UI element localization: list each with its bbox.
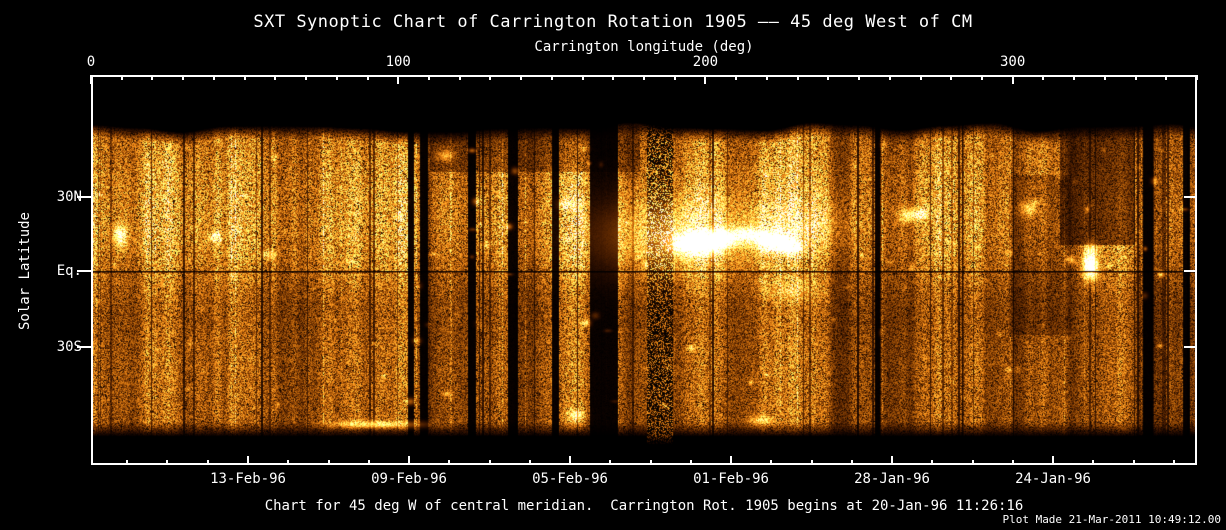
x-top-tick — [1196, 75, 1198, 80]
x-bottom-tick — [1092, 460, 1095, 465]
x-top-tick — [704, 75, 707, 84]
x-top-tick — [1134, 75, 1137, 80]
x-top-tick — [520, 75, 523, 80]
y-tick-label-eq: Eq. — [56, 263, 82, 279]
x-top-tick — [827, 75, 830, 80]
x-top-tick-label: 100 — [385, 54, 411, 70]
x-top-tick — [458, 75, 461, 80]
x-bottom-tick — [649, 460, 652, 465]
x-top-tick — [950, 75, 953, 80]
y-right-tick — [1184, 346, 1197, 348]
x-bottom-tick — [126, 460, 129, 465]
x-date-label: 24-Jan-96 — [1015, 471, 1091, 487]
x-bottom-major-tick — [247, 456, 249, 465]
x-bottom-tick — [166, 460, 169, 465]
x-bottom-tick — [367, 460, 370, 465]
x-bottom-tick — [971, 460, 974, 465]
x-top-tick — [1103, 75, 1106, 80]
x-bottom-tick — [287, 460, 290, 465]
x-bottom-tick — [689, 460, 692, 465]
x-top-tick — [550, 75, 553, 80]
x-top-tick — [489, 75, 492, 80]
x-top-tick — [980, 75, 983, 80]
x-bottom-tick — [448, 460, 451, 465]
x-axis-title: Carrington longitude (deg) — [534, 39, 754, 55]
x-top-tick — [858, 75, 861, 80]
x-top-tick — [335, 75, 338, 80]
x-bottom-tick — [528, 460, 531, 465]
x-bottom-major-tick — [891, 456, 893, 465]
x-date-label: 01-Feb-96 — [693, 471, 769, 487]
x-bottom-tick — [810, 460, 813, 465]
x-date-label: 05-Feb-96 — [532, 471, 608, 487]
x-top-tick — [90, 75, 92, 84]
x-bottom-tick — [206, 460, 209, 465]
x-top-tick — [182, 75, 185, 80]
x-top-tick — [212, 75, 215, 80]
x-top-tick — [612, 75, 615, 80]
x-bottom-major-tick — [730, 456, 732, 465]
x-bottom-tick — [1011, 460, 1014, 465]
x-axis-date-labels: 13-Feb-96 09-Feb-96 05-Feb-96 01-Feb-96 28-J… — [0, 471, 1226, 489]
x-top-tick — [366, 75, 369, 80]
x-date-label: 13-Feb-96 — [210, 471, 286, 487]
x-bottom-major-tick — [569, 456, 571, 465]
x-top-tick — [1042, 75, 1045, 80]
x-top-tick — [1073, 75, 1076, 80]
x-top-tick — [735, 75, 738, 80]
x-axis-tick-labels: 0 100 200 300 — [0, 0, 1226, 70]
x-top-tick — [1011, 75, 1014, 84]
x-top-tick — [643, 75, 645, 80]
x-top-tick — [305, 75, 308, 80]
x-top-tick — [1165, 75, 1168, 80]
x-bottom-tick — [1172, 460, 1175, 465]
y-left-tick — [77, 270, 91, 272]
x-top-tick — [919, 75, 922, 80]
x-bottom-major-tick — [1052, 456, 1054, 465]
x-bottom-tick — [1132, 460, 1135, 465]
synoptic-image — [91, 75, 1197, 465]
y-left-tick — [77, 346, 91, 348]
y-right-tick — [1184, 196, 1197, 198]
y-tick-label-30s: 30S — [56, 339, 82, 355]
x-top-tick-label: 300 — [1000, 54, 1026, 70]
y-right-tick — [1184, 270, 1197, 272]
x-top-tick — [888, 75, 891, 80]
x-date-label: 09-Feb-96 — [371, 471, 447, 487]
plot-area — [77, 75, 1198, 465]
x-top-tick — [427, 75, 430, 80]
chart-caption: Chart for 45 deg W of central meridian. … — [264, 498, 1024, 514]
y-left-tick — [77, 196, 91, 198]
x-top-tick — [243, 75, 246, 80]
x-date-label: 28-Jan-96 — [854, 471, 930, 487]
x-top-tick — [274, 75, 277, 80]
x-top-tick-label: 0 — [86, 54, 96, 70]
x-bottom-major-tick — [408, 456, 410, 465]
x-top-tick — [397, 75, 400, 84]
x-bottom-tick — [850, 460, 853, 465]
x-top-tick-label: 200 — [692, 54, 719, 70]
x-bottom-tick — [488, 460, 491, 465]
x-bottom-tick — [609, 460, 612, 465]
x-top-tick — [151, 75, 154, 80]
x-top-tick — [673, 75, 676, 80]
x-top-tick — [581, 75, 584, 80]
x-top-tick — [120, 75, 123, 80]
x-bottom-tick — [931, 460, 934, 465]
y-tick-label-30n: 30N — [56, 189, 82, 205]
x-bottom-tick — [770, 460, 773, 465]
x-bottom-tick — [327, 460, 330, 465]
chart-title: SXT Synoptic Chart of Carrington Rotatio… — [253, 12, 973, 32]
x-top-tick — [765, 75, 768, 80]
plot-timestamp: Plot Made 21-Mar-2011 10:49:12.00 — [1002, 513, 1221, 526]
x-top-tick — [796, 75, 799, 80]
